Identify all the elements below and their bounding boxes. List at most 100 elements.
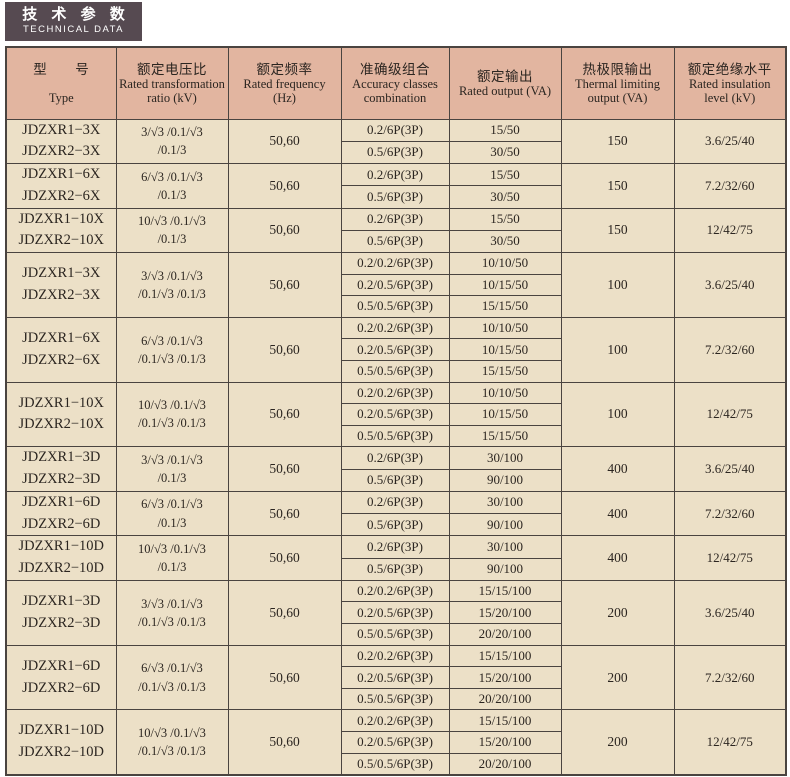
ratio-cell: 3/√3 /0.1/√3 /0.1/√3 /0.1/3 (115, 579, 229, 646)
output-cell: 20/20/100 (448, 687, 562, 711)
accuracy-cell: 0.2/6P(3P) (340, 118, 450, 142)
thermal-cell: 100 (560, 316, 675, 383)
accuracy-cell: 0.2/6P(3P) (340, 162, 450, 187)
output-cell: 15/15/50 (448, 424, 562, 448)
frequency-cell: 50,60 (227, 316, 342, 383)
output-cell: 15/20/100 (448, 601, 562, 625)
output-cell: 10/10/50 (448, 316, 562, 340)
output-cell: 10/10/50 (448, 252, 562, 275)
accuracy-cell: 0.2/0.5/6P(3P) (340, 666, 450, 689)
frequency-cell: 50,60 (227, 207, 342, 253)
column-title-zh: 准确级组合 (360, 61, 430, 77)
thermal-cell: 200 (560, 579, 675, 646)
output-cell: 90/100 (448, 468, 562, 492)
column-header-5: 额定输出 Rated output (VA) (448, 46, 562, 120)
thermal-cell: 150 (560, 207, 675, 253)
column-title-en: Rated output (VA) (458, 84, 552, 99)
type-cell: JDZXR1−3D JDZXR2−3D (5, 446, 117, 492)
insulation-cell: 12/42/75 (673, 207, 787, 253)
column-header-6: 热极限输出 Thermal limiting output (VA) (560, 46, 675, 120)
insulation-cell: 3.6/25/40 (673, 252, 787, 318)
table-row: 0.5/0.5/6P(3P) 15/15/50 (6, 424, 786, 448)
frequency-cell: 50,60 (227, 446, 342, 492)
accuracy-cell: 0.5/0.5/6P(3P) (340, 359, 450, 383)
output-cell: 20/20/100 (448, 623, 562, 646)
technical-data-table: 型 号 Type 额定电压比 Rated transformation ratio (… (5, 46, 787, 776)
table-row: JDZXR1−3X JDZXR2−3X 3/√3 /0.1/√3 /0.1/√3 … (5, 252, 787, 318)
output-cell: 15/15/50 (448, 295, 562, 318)
accuracy-cell: 0.2/0.2/6P(3P) (340, 381, 450, 405)
type-cell: JDZXR1−3D JDZXR2−3D (5, 579, 117, 646)
accuracy-cell: 0.2/0.2/6P(3P) (340, 709, 450, 732)
page-title: 技 术 参 数 TECHNICAL DATA (5, 2, 142, 41)
column-title-zh: 额定绝缘水平 (687, 61, 772, 77)
column-header-7: 额定绝缘水平 Rated insulation level (kV) (673, 46, 787, 120)
accuracy-cell: 0.5/6P(3P) (340, 468, 450, 492)
table-row: 0.5/0.5/6P(3P) 15/15/50 (6, 359, 786, 383)
table-row: JDZXR1−6X JDZXR2−6X 6/√3 /0.1/√3 /0.1/√3 … (5, 316, 787, 383)
type-cell: JDZXR1−10X JDZXR2−10X (5, 207, 117, 253)
type-cell: JDZXR1−6X JDZXR2−6X (5, 163, 117, 209)
ratio-cell: 6/√3 /0.1/√3 /0.1/√3 /0.1/3 (115, 316, 229, 383)
frequency-cell: 50,60 (227, 163, 342, 209)
type-cell: JDZXR1−10D JDZXR2−10D (5, 535, 117, 581)
type-cell: JDZXR1−6D JDZXR2−6D (5, 644, 117, 711)
table-row: 0.5/6P(3P) 30/50 (6, 229, 786, 254)
accuracy-cell: 0.2/6P(3P) (340, 207, 450, 231)
table-row: JDZXR1−6X JDZXR2−6X 6/√3 /0.1/√3 /0.1/3 50… (5, 162, 787, 209)
output-cell: 15/50 (448, 207, 562, 231)
column-title-en: Type (48, 90, 74, 105)
thermal-cell: 400 (560, 535, 675, 581)
accuracy-cell: 0.2/0.5/6P(3P) (340, 338, 450, 361)
type-cell: JDZXR1−3X JDZXR2−3X (5, 252, 117, 318)
insulation-cell: 7.2/32/60 (673, 163, 787, 209)
column-title-en: Thermal limiting output (VA) (574, 77, 661, 106)
accuracy-cell: 0.2/0.5/6P(3P) (340, 731, 450, 754)
insulation-cell: 3.6/25/40 (673, 118, 787, 164)
frequency-cell: 50,60 (227, 579, 342, 646)
accuracy-cell: 0.2/0.5/6P(3P) (340, 403, 450, 426)
output-cell: 20/20/100 (448, 752, 562, 776)
thermal-cell: 100 (560, 252, 675, 318)
thermal-cell: 200 (560, 644, 675, 711)
thermal-cell: 150 (560, 118, 675, 164)
thermal-cell: 150 (560, 163, 675, 209)
column-title-zh: 额定电压比 (137, 61, 207, 77)
column-title-en: Accuracy classes combination (352, 77, 438, 106)
table-row: JDZXR1−10D JDZXR2−10D 10/√3 /0.1/√3 /0.1/… (5, 709, 787, 776)
output-cell: 15/50 (448, 118, 562, 142)
output-cell: 10/15/50 (448, 403, 562, 426)
column-header-2: 额定电压比 Rated transformation ratio (kV) (115, 46, 229, 120)
column-title-en: Rated frequency (Hz) (243, 77, 326, 106)
insulation-cell: 7.2/32/60 (673, 490, 787, 537)
accuracy-cell: 0.5/0.5/6P(3P) (340, 295, 450, 318)
accuracy-cell: 0.5/6P(3P) (340, 185, 450, 209)
ratio-cell: 3/√3 /0.1/√3 /0.1/√3 /0.1/3 (115, 252, 229, 318)
accuracy-cell: 0.5/0.5/6P(3P) (340, 687, 450, 711)
accuracy-cell: 0.5/6P(3P) (340, 557, 450, 581)
ratio-cell: 3/√3 /0.1/√3 /0.1/3 (115, 446, 229, 492)
accuracy-cell: 0.2/0.5/6P(3P) (340, 273, 450, 297)
accuracy-cell: 0.2/0.2/6P(3P) (340, 316, 450, 340)
accuracy-cell: 0.2/0.5/6P(3P) (340, 601, 450, 625)
accuracy-cell: 0.2/0.2/6P(3P) (340, 252, 450, 275)
accuracy-cell: 0.2/6P(3P) (340, 535, 450, 559)
ratio-cell: 10/√3 /0.1/√3 /0.1/3 (115, 535, 229, 581)
output-cell: 90/100 (448, 557, 562, 581)
ratio-cell: 6/√3 /0.1/√3 /0.1/3 (115, 490, 229, 537)
output-cell: 15/15/100 (448, 579, 562, 603)
output-cell: 10/10/50 (448, 381, 562, 405)
table-row: JDZXR1−10X JDZXR2−10X 10/√3 /0.1/√3 /0.1/… (5, 207, 787, 253)
thermal-cell: 400 (560, 446, 675, 492)
output-cell: 15/15/50 (448, 359, 562, 383)
table-row: JDZXR1−3X JDZXR2−3X 3/√3 /0.1/√3 /0.1/3 50… (5, 118, 787, 164)
insulation-cell: 12/42/75 (673, 381, 787, 448)
insulation-cell: 12/42/75 (673, 535, 787, 581)
table-row: 0.2/0.5/6P(3P) 10/15/50 (6, 403, 786, 426)
table-row: JDZXR1−3D JDZXR2−3D 3/√3 /0.1/√3 /0.1/√3 … (5, 579, 787, 646)
frequency-cell: 50,60 (227, 252, 342, 318)
ratio-cell: 6/√3 /0.1/√3 /0.1/3 (115, 163, 229, 209)
accuracy-cell: 0.5/6P(3P) (340, 229, 450, 254)
output-cell: 15/20/100 (448, 666, 562, 689)
table-row: JDZXR1−3D JDZXR2−3D 3/√3 /0.1/√3 /0.1/3 50… (5, 446, 787, 492)
